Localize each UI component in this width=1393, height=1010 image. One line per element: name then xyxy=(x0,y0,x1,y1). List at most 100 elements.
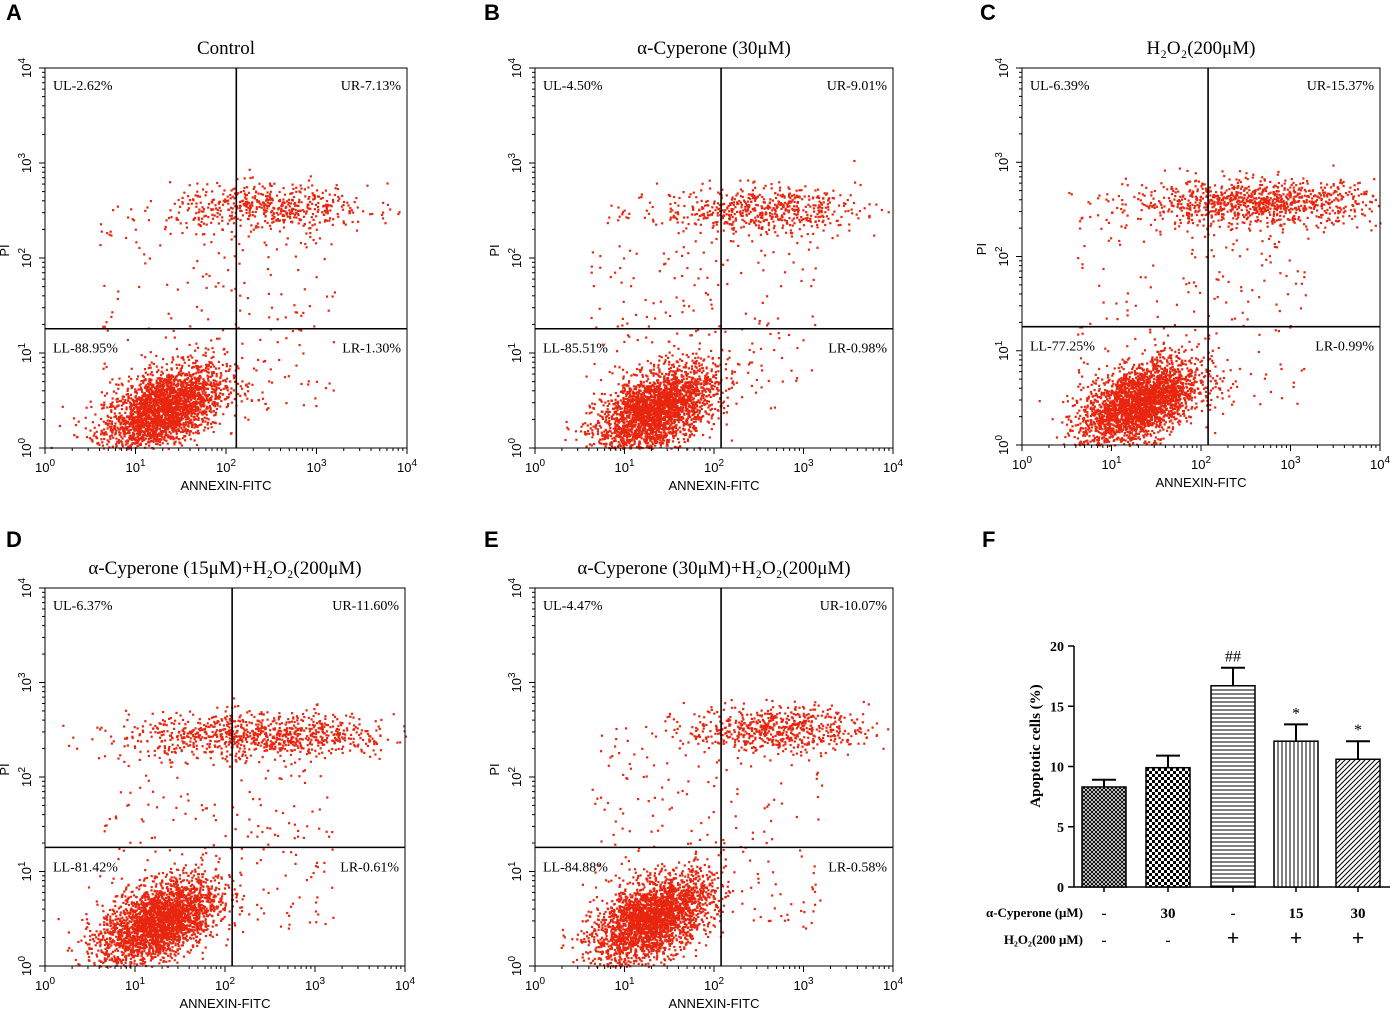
event-dot xyxy=(614,391,617,395)
event-dot xyxy=(195,383,198,386)
event-dot xyxy=(115,445,118,448)
event-dot xyxy=(230,230,233,233)
event-dot xyxy=(197,392,200,395)
event-dot xyxy=(676,367,679,370)
event-dot xyxy=(639,414,642,417)
event-dot xyxy=(187,429,190,432)
event-dot xyxy=(666,422,669,425)
event-dot xyxy=(268,193,272,196)
event-dot xyxy=(166,428,169,431)
event-dot xyxy=(656,385,659,388)
event-dot xyxy=(157,395,160,399)
event-dot xyxy=(195,381,198,384)
event-dot xyxy=(717,417,720,420)
event-dot xyxy=(215,383,218,386)
event-dot xyxy=(144,408,147,412)
event-dot xyxy=(204,426,207,429)
event-dot xyxy=(310,216,313,219)
event-dot xyxy=(184,439,187,442)
event-dot xyxy=(171,435,174,438)
event-dot xyxy=(120,408,124,411)
event-dot xyxy=(661,412,665,415)
event-dot xyxy=(665,373,668,376)
event-dot xyxy=(228,393,231,396)
event-dot xyxy=(681,400,684,403)
event-dot xyxy=(126,442,129,445)
event-dot xyxy=(644,435,647,438)
event-dot xyxy=(145,434,149,437)
event-dot xyxy=(650,426,654,430)
event-dot xyxy=(269,227,272,230)
event-dot xyxy=(675,432,678,435)
event-dot xyxy=(139,388,142,391)
event-dot xyxy=(186,416,189,419)
event-dot xyxy=(157,398,160,402)
event-dot xyxy=(185,385,188,388)
event-dot xyxy=(168,374,171,377)
event-dot xyxy=(667,383,670,386)
event-dot xyxy=(622,386,625,389)
event-dot xyxy=(146,430,149,433)
event-dot xyxy=(152,440,155,443)
event-dot xyxy=(190,375,193,378)
event-dot xyxy=(135,392,139,395)
event-dot xyxy=(144,399,147,402)
event-dot xyxy=(156,393,159,396)
event-dot xyxy=(238,204,241,207)
event-dot xyxy=(201,420,204,423)
event-dot xyxy=(187,202,190,205)
event-dot xyxy=(644,418,647,421)
event-dot xyxy=(205,413,208,416)
event-dot xyxy=(184,421,188,424)
event-dot xyxy=(671,403,674,406)
event-dot xyxy=(159,443,162,446)
event-dot xyxy=(238,207,241,210)
event-dot xyxy=(179,396,182,399)
event-dot xyxy=(297,222,300,225)
event-dot xyxy=(659,443,662,446)
event-dot xyxy=(191,407,194,410)
event-dot xyxy=(163,430,166,433)
event-dot xyxy=(243,192,246,195)
event-dot xyxy=(113,426,116,429)
event-dot xyxy=(210,200,213,204)
event-dot xyxy=(166,384,169,387)
event-dot xyxy=(162,412,165,416)
event-dot xyxy=(153,426,156,429)
event-dot xyxy=(687,387,691,390)
event-dot xyxy=(155,432,158,435)
event-dot xyxy=(127,399,130,402)
event-dot xyxy=(209,383,212,386)
event-dot xyxy=(139,442,142,445)
event-dot xyxy=(162,430,165,434)
event-dot xyxy=(355,229,359,232)
event-dot xyxy=(193,216,197,220)
event-dot xyxy=(144,403,147,406)
event-dot xyxy=(652,399,655,403)
event-dot xyxy=(622,399,625,402)
event-dot xyxy=(169,181,172,184)
event-dot xyxy=(181,437,184,440)
event-dot xyxy=(149,434,152,437)
event-dot xyxy=(252,228,255,231)
event-dot xyxy=(125,401,128,405)
event-dot xyxy=(138,434,141,437)
event-dot xyxy=(143,368,147,371)
event-dot xyxy=(157,386,160,389)
event-dot xyxy=(136,424,139,427)
event-dot xyxy=(183,408,186,411)
event-dot xyxy=(626,391,629,394)
event-dot xyxy=(213,379,216,382)
event-dot xyxy=(140,436,143,439)
event-dot xyxy=(318,237,322,240)
event-dot xyxy=(658,359,661,362)
event-dot xyxy=(142,401,145,405)
event-dot xyxy=(162,419,165,422)
event-dot xyxy=(206,183,209,186)
event-dot xyxy=(173,437,176,440)
event-dot xyxy=(132,418,135,421)
event-dot xyxy=(698,416,701,419)
event-dot xyxy=(120,382,123,385)
event-dot xyxy=(160,390,163,393)
event-dot xyxy=(293,202,296,206)
